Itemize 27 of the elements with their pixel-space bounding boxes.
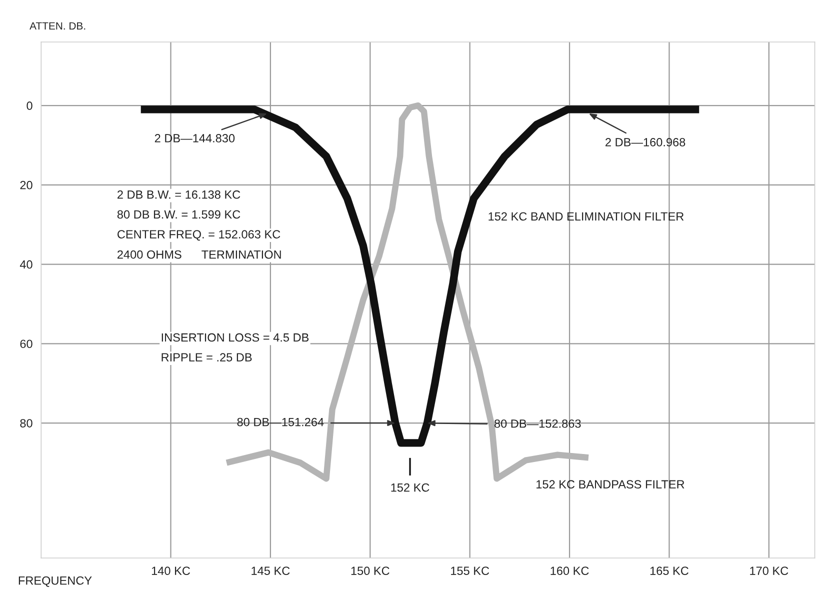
x-tick-label: 170 KC (750, 566, 788, 576)
x-axis-title: FREQUENCY (18, 576, 92, 587)
annotation: RIPPLE = .25 DB (162, 353, 252, 362)
y-tick-label: 80 (20, 419, 32, 428)
x-tick-label: 150 KC (351, 566, 390, 576)
x-tick-label: 160 KC (550, 566, 589, 576)
annotation: 2 DB—160.968 (606, 138, 686, 146)
annotation: 80 DB—151.264 (237, 418, 324, 426)
annotation: CENTER FREQ. = 152.063 KC (118, 230, 280, 241)
x-tick-label: 145 KC (252, 566, 290, 576)
y-axis-title: ATTEN. DB. (30, 22, 86, 30)
series-label: 152 KC BANDPASS FILTER (536, 480, 684, 489)
y-tick-label: 40 (20, 260, 32, 269)
x-tick-label: 140 KC (152, 566, 190, 576)
x-tick-label: 165 KC (650, 566, 688, 576)
annotation: INSERTION LOSS = 4.5 DB (162, 333, 309, 342)
annotation: 152 KC (391, 483, 430, 492)
annotation: 80 DB B.W. = 1.599 KC (117, 210, 240, 219)
y-tick-label: 0 (26, 102, 32, 110)
annotation: 2 DB B.W. = 16.138 KC (118, 190, 240, 199)
series-label: 152 KC BAND ELIMINATION FILTER (488, 212, 684, 221)
annotation: 2400 OHMS TERMINATION (118, 250, 281, 259)
x-tick-label: 155 KC (451, 566, 490, 576)
annotation: 2 DB—144.830 (154, 134, 235, 142)
annotation: 80 DB—152.863 (494, 419, 581, 428)
y-tick-label: 20 (20, 180, 32, 190)
y-tick-label: 60 (20, 340, 32, 348)
